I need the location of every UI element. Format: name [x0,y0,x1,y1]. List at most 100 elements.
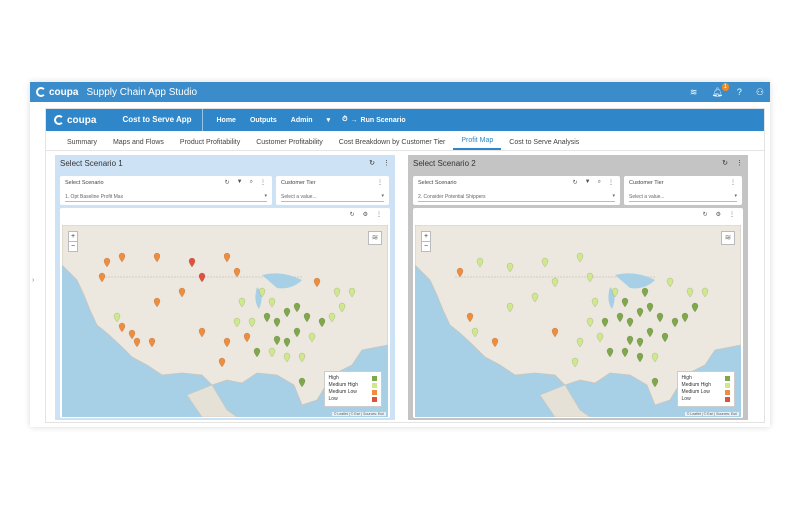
notifications-icon[interactable]: 🔔︎ 1 [711,82,729,97]
map-pin-medium-high[interactable] [551,277,559,288]
map-pin-high[interactable] [636,307,644,318]
map-pin-medium-high[interactable] [571,357,579,368]
map-pin-high[interactable] [636,352,644,363]
map-pin-medium-high[interactable] [258,287,266,298]
map-pin-medium-high[interactable] [506,302,514,313]
layers-icon[interactable]: ≋ [721,231,735,245]
map-pin-high[interactable] [646,327,654,338]
more-icon[interactable]: ⋮ [383,160,390,167]
filter-icon[interactable]: ▼ [584,179,591,185]
user-icon[interactable]: ⚇ [755,86,764,97]
map-pin-medium-high[interactable] [666,277,674,288]
map-pin-medium-low[interactable] [491,337,499,348]
map-pin-high[interactable] [646,302,654,313]
map-pin-high[interactable] [671,317,679,328]
scenario-select[interactable]: 2. Consider Potential Shippers [418,193,615,202]
coupa-logo[interactable]: coupa [36,87,78,98]
scenario-select[interactable]: 1. Opt Baseline Profit Max [65,193,267,202]
search-icon[interactable]: ⌕ [597,179,601,185]
map-pin-medium-low[interactable] [198,327,206,338]
map-pin-medium-high[interactable] [576,337,584,348]
map-pin-medium-low[interactable] [456,267,464,278]
nav-home[interactable]: Home [216,116,236,124]
tab-summary[interactable]: Summary [67,139,97,146]
refresh-icon[interactable]: ↻ [572,180,578,186]
more-icon[interactable]: ⋮ [730,180,736,186]
map-pin-high[interactable] [606,347,614,358]
refresh-icon[interactable]: ↻ [722,160,728,167]
settings-icon[interactable]: ⚙ [362,212,368,218]
map-pin-medium-high[interactable] [531,292,539,303]
layers-icon[interactable]: ≋ [368,231,382,245]
map-pin-medium-low[interactable] [133,337,141,348]
map-pin-high[interactable] [691,302,699,313]
map-pin-medium-low[interactable] [103,257,111,268]
more-icon[interactable]: ⋮ [736,160,743,167]
tab-customer-profitability[interactable]: Customer Profitability [256,139,323,146]
map-pin-high[interactable] [636,337,644,348]
refresh-icon[interactable]: ↻ [224,180,230,186]
map-pin-high[interactable] [641,287,649,298]
map-pin-medium-low[interactable] [223,337,231,348]
customer-tier-select[interactable]: Select a value... [629,193,737,202]
map-pin-high[interactable] [681,312,689,323]
map-pin-medium-high[interactable] [506,262,514,273]
map-pin-medium-low[interactable] [466,312,474,323]
sidebar-toggle-icon[interactable]: › [32,277,35,284]
map-pin-medium-high[interactable] [268,347,276,358]
filter-icon[interactable]: ▼ [236,179,243,185]
more-icon[interactable]: ⋮ [260,180,266,186]
map-pin-medium-low[interactable] [223,252,231,263]
more-icon[interactable]: ⋮ [729,212,735,218]
map-pin-medium-high[interactable] [238,297,246,308]
map-pin-medium-low[interactable] [233,267,241,278]
map-pin-medium-high[interactable] [338,302,346,313]
map-pin-medium-high[interactable] [476,257,484,268]
map-pin-high[interactable] [293,302,301,313]
map-pin-medium-high[interactable] [348,287,356,298]
map-pin-high[interactable] [273,317,281,328]
map-pin-high[interactable] [318,317,326,328]
tab-cost-to-serve-analysis[interactable]: Cost to Serve Analysis [509,139,580,146]
map-pin-medium-high[interactable] [596,332,604,343]
map-pin-low[interactable] [188,257,196,268]
map-pin-high[interactable] [298,377,306,388]
map-pin-medium-high[interactable] [471,327,479,338]
nav-outputs[interactable]: Outputs [249,116,277,124]
map-pin-medium-high[interactable] [333,287,341,298]
map-pin-medium-low[interactable] [153,252,161,263]
map-pin-medium-low[interactable] [178,287,186,298]
map-pin-high[interactable] [263,312,271,323]
admin-dropdown-icon[interactable]: ▾ [326,117,331,124]
help-icon[interactable]: ? [736,87,742,97]
map-pin-low[interactable] [198,272,206,283]
map-pin-medium-high[interactable] [268,297,276,308]
map-pin-medium-low[interactable] [98,272,106,283]
settings-icon[interactable]: ⚙ [715,212,721,218]
map-pin-high[interactable] [293,327,301,338]
map-pin-high[interactable] [661,332,669,343]
map-pin-medium-high[interactable] [701,287,709,298]
map-pin-medium-low[interactable] [551,327,559,338]
map-pin-medium-low[interactable] [218,357,226,368]
map-pin-high[interactable] [283,307,291,318]
map-pin-medium-high[interactable] [611,287,619,298]
map-pin-medium-high[interactable] [248,317,256,328]
map-pin-medium-high[interactable] [283,352,291,363]
nav-admin[interactable]: Admin [290,116,313,124]
map-pin-medium-high[interactable] [576,252,584,263]
map-pin-medium-low[interactable] [118,322,126,333]
map-pin-high[interactable] [621,297,629,308]
map-pin-medium-high[interactable] [541,257,549,268]
map-pin-high[interactable] [626,335,634,346]
tab-maps-and-flows[interactable]: Maps and Flows [112,139,164,146]
map-pin-high[interactable] [273,335,281,346]
map-pin-medium-high[interactable] [113,312,121,323]
refresh-icon[interactable]: ↻ [369,160,375,167]
map-pin-high[interactable] [303,312,311,323]
map-pin-medium-low[interactable] [243,332,251,343]
app-logo[interactable]: coupa [54,115,96,126]
profit-map[interactable]: + − ≋ High Medium High Medium Low Low © … [415,225,741,417]
map-pin-medium-low[interactable] [313,277,321,288]
map-pin-medium-high[interactable] [328,312,336,323]
